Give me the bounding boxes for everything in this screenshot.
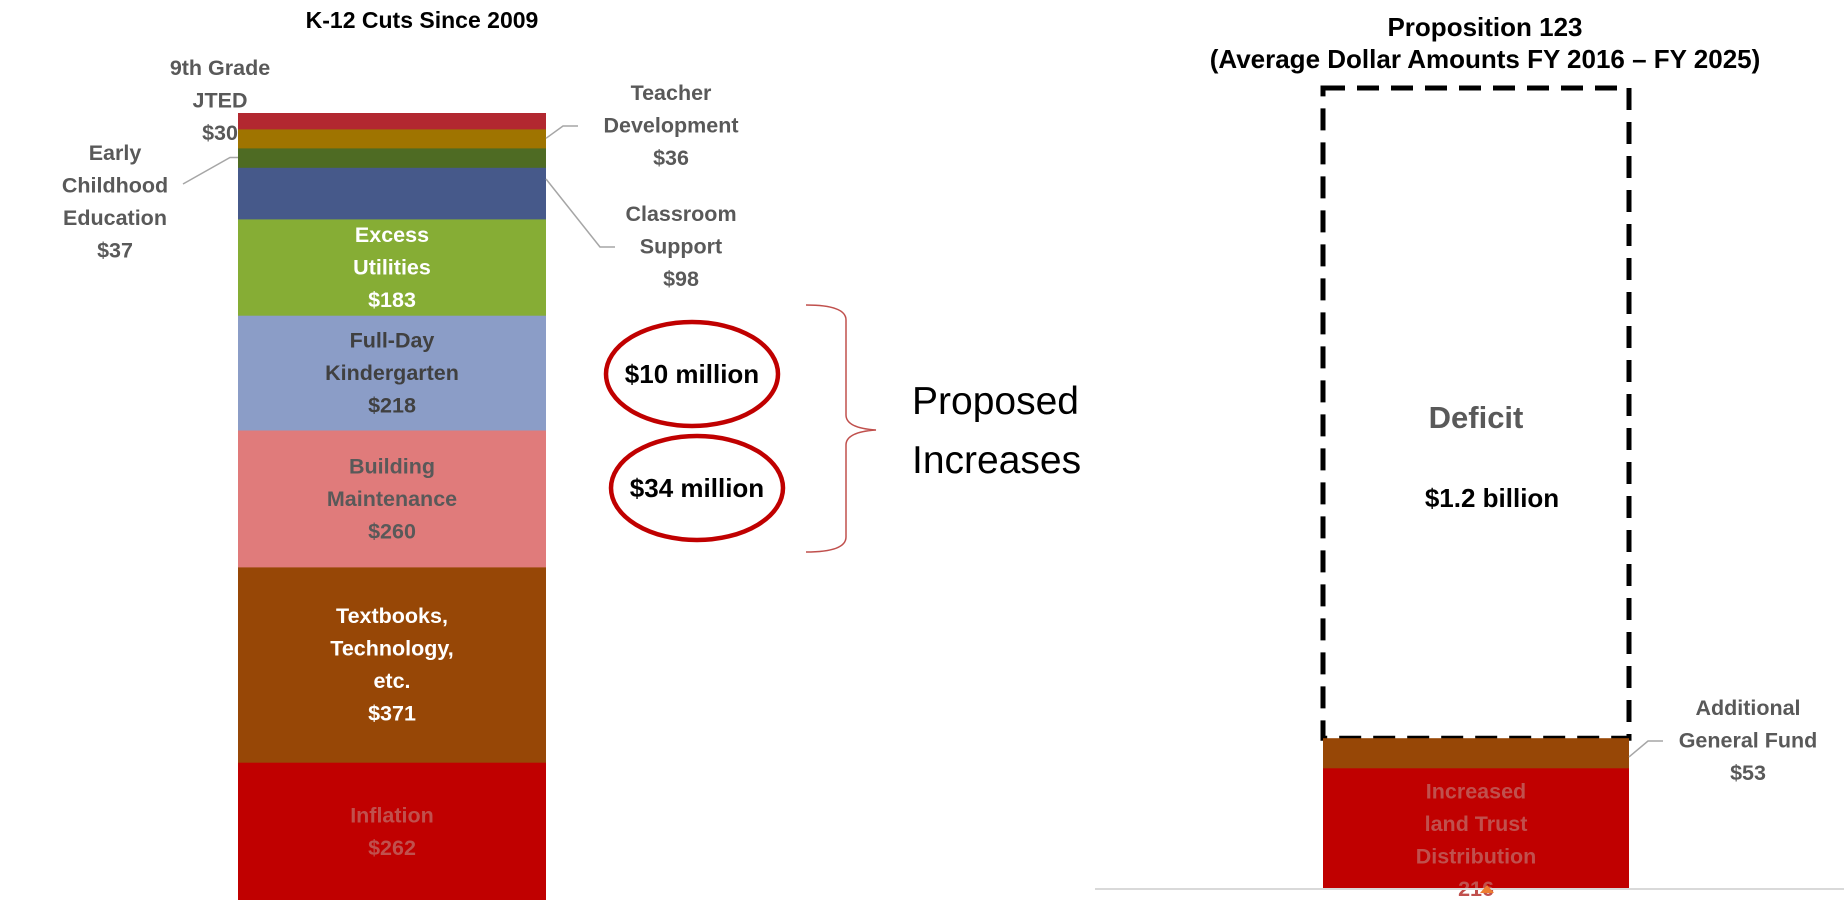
segment-label-classroom-support: Classroom Support $98 — [625, 202, 736, 291]
segment-label-classroom-support-line: Classroom — [625, 202, 736, 226]
segment-label-9th-grade-jted-line: JTED — [193, 89, 248, 113]
leader-line-classroom-support — [545, 178, 615, 248]
proposed-increases-brace — [805, 304, 877, 553]
deficit-label: Deficit — [1429, 400, 1524, 435]
segment-label-building-maintenance-line: Building — [349, 454, 435, 478]
increase-circle-2 — [608, 433, 786, 543]
segment-label-inflation: Inflation $262 — [350, 803, 434, 860]
segment-label-additional-general-fund: Additional General Fund $53 — [1679, 696, 1818, 785]
leader-line-early-childhood-education — [182, 156, 238, 185]
segment-label-full-day-kindergarten-line: Kindergarten — [325, 361, 459, 385]
segment-label-teacher-development: Teacher Development $36 — [603, 81, 738, 170]
segment-label-full-day-kindergarten-line: $218 — [368, 394, 416, 418]
segment-label-9th-grade-jted-line: 9th Grade — [170, 56, 270, 80]
segment-label-additional-general-fund-line: Additional — [1695, 696, 1800, 720]
proposed-increase-circles: $10 million $34 million — [603, 319, 786, 543]
segment-label-inflation-line: Inflation — [350, 803, 434, 827]
segment-label-textbooks-technology-etc-line: Technology, — [330, 637, 453, 661]
leader-line-additional-general-fund — [1628, 740, 1663, 758]
segment-label-textbooks-technology-etc-line: Textbooks, — [336, 604, 448, 628]
segment-label-additional-general-fund-line: General Fund — [1679, 729, 1818, 753]
bar-segment-early-childhood-education — [238, 147, 546, 168]
bar-segment-excess-utilities — [238, 218, 546, 316]
bar-segment-classroom-support — [238, 167, 546, 220]
segment-label-full-day-kindergarten: Full-Day Kindergarten $218 — [325, 329, 459, 418]
prop123-stack — [1323, 738, 1629, 889]
segment-label-inflation-line: $262 — [368, 836, 416, 860]
deficit-value: $1.2 billion — [1425, 483, 1559, 513]
segment-label-textbooks-technology-etc-line: $371 — [368, 702, 416, 726]
k12-cuts-title: K-12 Cuts Since 2009 — [306, 7, 539, 33]
segment-label-excess-utilities-line: $183 — [368, 288, 416, 312]
increase-amount-2: $34 million — [630, 473, 764, 503]
bar-segment-building-maintenance — [238, 429, 546, 568]
bar-segment-inflation — [238, 762, 546, 900]
prop123-leader-lines — [1628, 740, 1663, 758]
segment-label-textbooks-technology-etc-line: etc. — [373, 669, 410, 693]
k12-cuts-stack — [238, 113, 546, 900]
proposed-increases-label: Proposed Increases — [912, 380, 1081, 482]
proposed-increases-label-line: Proposed — [912, 380, 1079, 423]
k12-cuts-leader-lines — [182, 125, 615, 248]
segment-label-excess-utilities-line: Excess — [355, 223, 429, 247]
segment-label-building-maintenance-line: $260 — [368, 519, 416, 543]
segment-label-increased-land-trust-distribution-line: land Trust — [1425, 812, 1528, 836]
segment-label-building-maintenance-line: Maintenance — [327, 487, 457, 511]
segment-label-early-childhood-education-line: Education — [63, 206, 167, 230]
segment-label-9th-grade-jted: 9th Grade JTED $30 — [170, 56, 270, 145]
segment-label-increased-land-trust-distribution: Increased land Trust Distribution 216 — [1416, 780, 1537, 900]
bar-segment-teacher-development — [238, 128, 546, 149]
segment-label-teacher-development-line: $36 — [653, 146, 689, 170]
bar-segment-additional-general-fund — [1323, 738, 1629, 769]
segment-label-classroom-support-line: $98 — [663, 267, 699, 291]
bar-segment-9th-grade-jted — [238, 113, 546, 130]
segment-label-early-childhood-education-line: $37 — [97, 238, 133, 262]
segment-label-building-maintenance: Building Maintenance $260 — [327, 454, 457, 543]
prop123-title-line: (Average Dollar Amounts FY 2016 – FY 202… — [1210, 44, 1761, 74]
segment-label-teacher-development-line: Development — [603, 114, 738, 138]
k12-cuts-labels: Inflation $262 Textbooks, Technology, etc. $3… — [62, 56, 739, 860]
proposed-increases-label-line: Increases — [912, 439, 1081, 482]
segment-label-excess-utilities-line: Utilities — [353, 256, 431, 280]
segment-label-early-childhood-education-line: Childhood — [62, 173, 168, 197]
leader-line-teacher-development — [545, 125, 578, 139]
prop123-labels: Increased land Trust Distribution 216Additi… — [1416, 696, 1818, 900]
proposition-123-chart: Proposition 123 (Average Dollar Amounts F… — [1095, 12, 1844, 900]
segment-label-textbooks-technology-etc: Textbooks, Technology, etc. $371 — [330, 604, 453, 726]
segment-label-early-childhood-education: Early Childhood Education $37 — [62, 141, 168, 262]
segment-label-increased-land-trust-distribution-line: Increased — [1426, 780, 1526, 804]
baseline-arrow-marker — [1480, 885, 1494, 893]
segment-label-teacher-development-line: Teacher — [631, 81, 712, 105]
segment-label-additional-general-fund-line: $53 — [1730, 761, 1766, 785]
segment-label-9th-grade-jted-line: $30 — [202, 121, 238, 145]
k12-cuts-chart: K-12 Cuts Since 2009 Inflation $262 Textbo… — [62, 7, 1081, 900]
increase-amount-1: $10 million — [625, 359, 759, 389]
segment-label-early-childhood-education-line: Early — [89, 141, 142, 165]
segment-label-excess-utilities: Excess Utilities $183 — [353, 223, 431, 312]
prop123-title-line: Proposition 123 — [1387, 12, 1582, 42]
segment-label-full-day-kindergarten-line: Full-Day — [350, 329, 435, 353]
bar-segment-textbooks-technology-etc — [238, 566, 546, 763]
increase-circle-1 — [603, 319, 781, 429]
bar-segment-increased-land-trust-distribution — [1323, 767, 1629, 889]
prop123-title: Proposition 123 (Average Dollar Amounts F… — [1210, 12, 1761, 74]
segment-label-classroom-support-line: Support — [640, 235, 722, 259]
segment-label-increased-land-trust-distribution-line: Distribution — [1416, 845, 1537, 869]
bar-segment-full-day-kindergarten — [238, 315, 546, 431]
